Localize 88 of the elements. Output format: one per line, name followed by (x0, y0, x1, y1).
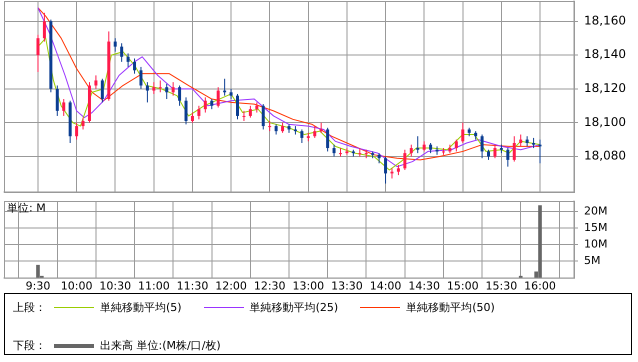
legend-title: 下段： (13, 338, 46, 353)
candlestick (165, 83, 168, 100)
candlestick (197, 105, 200, 120)
candlestick (242, 110, 246, 122)
candlestick (262, 104, 265, 130)
candlestick (210, 98, 214, 110)
x-tick-label: 9:30 (26, 279, 50, 292)
candlestick (94, 74, 98, 90)
candlestick (422, 140, 426, 152)
candlestick (82, 117, 85, 130)
candlestick (519, 134, 522, 147)
candlestick (281, 122, 284, 134)
candlestick (326, 127, 330, 152)
candlestick (390, 168, 394, 179)
candlestick (62, 98, 66, 116)
x-tick-label: 11:00 (138, 279, 170, 292)
candlestick (139, 66, 142, 90)
candlestick (152, 82, 156, 94)
candlestick (268, 120, 272, 132)
candlestick (300, 128, 304, 144)
annotation: 単位: M (7, 201, 46, 214)
candlestick (538, 139, 542, 164)
candlestick (190, 112, 194, 124)
candlestick (512, 136, 516, 162)
y-tick-label: 20M (584, 204, 608, 218)
candlestick (429, 142, 432, 154)
candlestick (216, 86, 220, 108)
x-tick-label: 14:30 (408, 279, 440, 292)
candlestick (204, 96, 207, 114)
candlestick (133, 58, 136, 74)
candlestick (158, 80, 162, 93)
candlestick (416, 136, 420, 154)
x-tick-label: 13:00 (292, 279, 324, 292)
candlestick (274, 124, 278, 136)
candlestick (384, 156, 388, 184)
candlestick (313, 126, 316, 138)
candlestick (56, 85, 59, 116)
legend-label: 出来高 単位:(M株/口/枚) (100, 338, 221, 353)
x-tick-label: 10:30 (99, 279, 132, 292)
candlestick (114, 38, 117, 52)
bar (36, 264, 40, 278)
candlestick (532, 137, 536, 149)
candlestick (126, 52, 130, 68)
y-tick-label: 5M (584, 254, 600, 268)
bar (538, 205, 542, 278)
candlestick (487, 149, 490, 160)
x-tick-label: 16:00 (524, 279, 556, 292)
x-tick-label: 11:30 (176, 279, 208, 292)
x-tick-label: 13:30 (331, 279, 363, 292)
y-tick-label: 15M (584, 221, 608, 234)
candlestick (42, 12, 46, 42)
candlestick (526, 136, 529, 147)
candlestick (506, 148, 510, 168)
candlestick (120, 42, 124, 62)
legend-label: 単純移動平均(25) (250, 300, 338, 315)
candlestick (172, 82, 175, 96)
legend-title: 上段： (13, 300, 46, 315)
x-tick-label: 12:30 (254, 279, 286, 292)
x-tick-label: 12:00 (215, 279, 247, 292)
candlestick (248, 105, 252, 118)
candlestick (410, 144, 413, 158)
y-tick-label: 18,080 (584, 148, 626, 163)
candlestick (146, 82, 149, 103)
candlestick (36, 34, 40, 72)
legend-label: 単純移動平均(5) (100, 300, 182, 315)
candlestick (178, 85, 182, 106)
candlestick (454, 139, 458, 152)
candlestick (493, 144, 496, 159)
candlestick (100, 78, 104, 103)
candlestick (461, 122, 464, 144)
y-tick-label: 18,140 (584, 47, 626, 62)
candlestick (184, 96, 188, 125)
x-tick-label: 14:00 (370, 279, 402, 292)
candlestick (480, 134, 484, 159)
x-tick-label: 10:00 (60, 279, 92, 292)
x-tick-label: 15:00 (446, 279, 479, 292)
candlestick (223, 78, 226, 96)
candlestick (332, 144, 336, 158)
candlestick (320, 122, 323, 134)
candlestick (75, 122, 78, 140)
candlestick (236, 93, 240, 120)
y-tick-label: 18,160 (584, 13, 626, 28)
legend-label: 単純移動平均(50) (406, 300, 495, 315)
candlestick (403, 149, 406, 171)
x-tick-label: 15:30 (486, 279, 518, 292)
y-tick-label: 10M (584, 238, 608, 251)
y-tick-label: 18,120 (584, 81, 626, 96)
y-tick-label: 18,100 (584, 114, 626, 129)
